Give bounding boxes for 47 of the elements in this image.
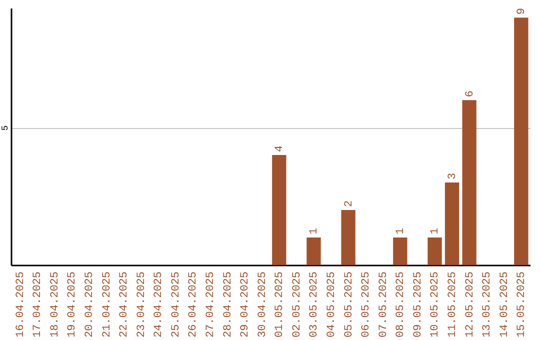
- bar: [462, 100, 476, 265]
- bar: [428, 238, 442, 265]
- data-label: 6: [464, 90, 476, 98]
- y-tick-label: 5: [0, 125, 10, 131]
- x-tick-label: 07.05.2025: [378, 272, 390, 338]
- x-tick-label: 03.05.2025: [308, 272, 321, 338]
- data-label: 2: [343, 200, 356, 208]
- x-tick-label: 11.05.2025: [447, 272, 460, 338]
- x-tick-label: 17.04.2025: [32, 272, 44, 338]
- data-label: 4: [274, 145, 286, 152]
- bar: [393, 238, 408, 265]
- data-label: 3: [447, 172, 460, 180]
- x-tick-label: 28.04.2025: [222, 272, 234, 338]
- x-tick-label: 06.05.2025: [360, 272, 373, 338]
- x-tick-label: 26.04.2025: [188, 272, 200, 338]
- x-tick-label: 09.05.2025: [412, 272, 424, 338]
- x-tick-label: 19.04.2025: [66, 272, 79, 338]
- x-tick-label: 30.04.2025: [256, 272, 269, 338]
- bar: [341, 210, 356, 265]
- x-tick-label: 02.05.2025: [291, 272, 304, 338]
- bar: [306, 238, 321, 265]
- x-tick-label: 21.04.2025: [101, 272, 114, 338]
- x-tick-label: 08.05.2025: [395, 272, 408, 338]
- x-tick-label: 22.04.2025: [118, 272, 131, 338]
- data-label: 9: [516, 8, 528, 15]
- data-label: 1: [308, 228, 321, 235]
- x-tick-label: 15.05.2025: [516, 272, 528, 338]
- x-tick-label: 27.04.2025: [204, 272, 217, 338]
- bar: [444, 182, 460, 265]
- x-tick-label: 20.04.2025: [84, 272, 96, 338]
- x-tick-label: 04.05.2025: [326, 272, 338, 338]
- x-tick-label: 29.04.2025: [240, 272, 252, 338]
- bar: [272, 155, 286, 265]
- x-tick-label: 16.04.2025: [14, 272, 27, 338]
- x-tick-label: 05.05.2025: [343, 272, 356, 338]
- x-tick-label: 23.04.2025: [136, 272, 148, 338]
- x-tick-label: 10.05.2025: [430, 272, 442, 338]
- x-tick-label: 24.04.2025: [153, 272, 166, 338]
- x-tick-label: 13.05.2025: [482, 272, 494, 338]
- x-tick-label: 12.05.2025: [464, 272, 476, 338]
- x-tick-label: 25.04.2025: [170, 272, 182, 338]
- data-label: 1: [430, 228, 442, 235]
- data-label: 1: [395, 228, 408, 235]
- x-tick-label: 14.05.2025: [498, 272, 511, 338]
- x-tick-label: 18.04.2025: [49, 272, 62, 338]
- bar: [514, 18, 528, 265]
- x-tick-label: 01.05.2025: [274, 272, 286, 338]
